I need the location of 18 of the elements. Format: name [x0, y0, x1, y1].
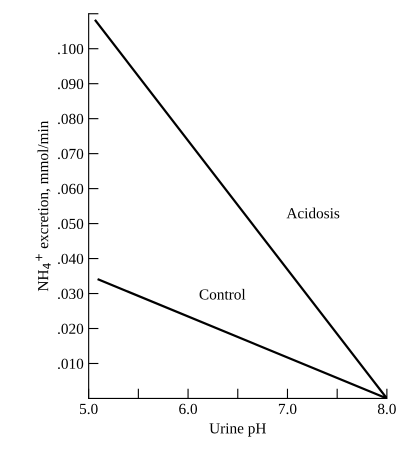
x-tick-label: 8.0: [378, 404, 396, 414]
y-tick-label: .060: [58, 184, 84, 194]
series-label: Control: [200, 288, 246, 300]
x-tick-label: 5.0: [80, 404, 98, 414]
x-axis-title: Urine pH: [209, 423, 266, 437]
y-tick-label: .070: [58, 148, 84, 160]
y-tick-label: .020: [58, 324, 84, 334]
series-label: Acidosis: [286, 208, 340, 218]
y-axis-title: NH$_{4}$$^{+}$ excretion, mmol/min: [36, 120, 51, 292]
x-tick-label: 7.0: [278, 404, 296, 414]
y-tick-label: .010: [58, 358, 84, 370]
x-tick-label: 6.0: [179, 404, 198, 414]
y-tick-label: .050: [58, 218, 84, 230]
y-tick-label: .100: [58, 44, 84, 54]
y-tick-label: .090: [58, 78, 84, 90]
y-tick-label: .040: [58, 254, 84, 264]
y-tick-label: .030: [58, 288, 84, 300]
y-tick-label: .080: [58, 114, 84, 124]
